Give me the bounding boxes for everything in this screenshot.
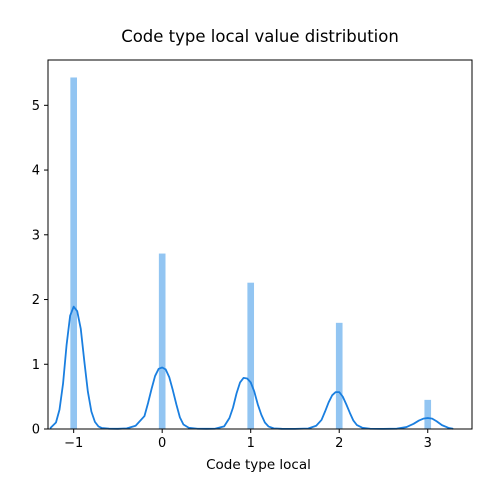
histogram-bars (70, 77, 432, 429)
histogram-bar (70, 77, 77, 429)
chart-title: Code type local value distribution (121, 27, 399, 46)
x-axis-label: Code type local (206, 457, 311, 473)
y-tick-label: 4 (32, 164, 40, 179)
y-tick-label: 3 (32, 228, 40, 243)
x-tick-label: 3 (424, 436, 432, 451)
y-tick-label: 2 (32, 293, 40, 308)
x-tick-label: 2 (335, 436, 343, 451)
histogram-bar (424, 399, 432, 429)
x-tick-label: −1 (64, 436, 83, 451)
y-tick-label: 0 (32, 423, 40, 438)
x-tick-label: 0 (158, 436, 166, 451)
y-axis: 0 1 2 3 4 5 (32, 99, 48, 438)
plot-frame (47, 59, 473, 430)
x-tick-label: 1 (247, 436, 255, 451)
histogram-bar (158, 253, 166, 429)
histogram-bar (335, 322, 343, 429)
histogram-bar (247, 282, 255, 429)
y-tick-label: 1 (32, 358, 40, 373)
y-tick-label: 5 (32, 99, 40, 114)
x-axis: −1 0 1 2 3 (64, 429, 432, 451)
kde-curve (49, 305, 454, 430)
